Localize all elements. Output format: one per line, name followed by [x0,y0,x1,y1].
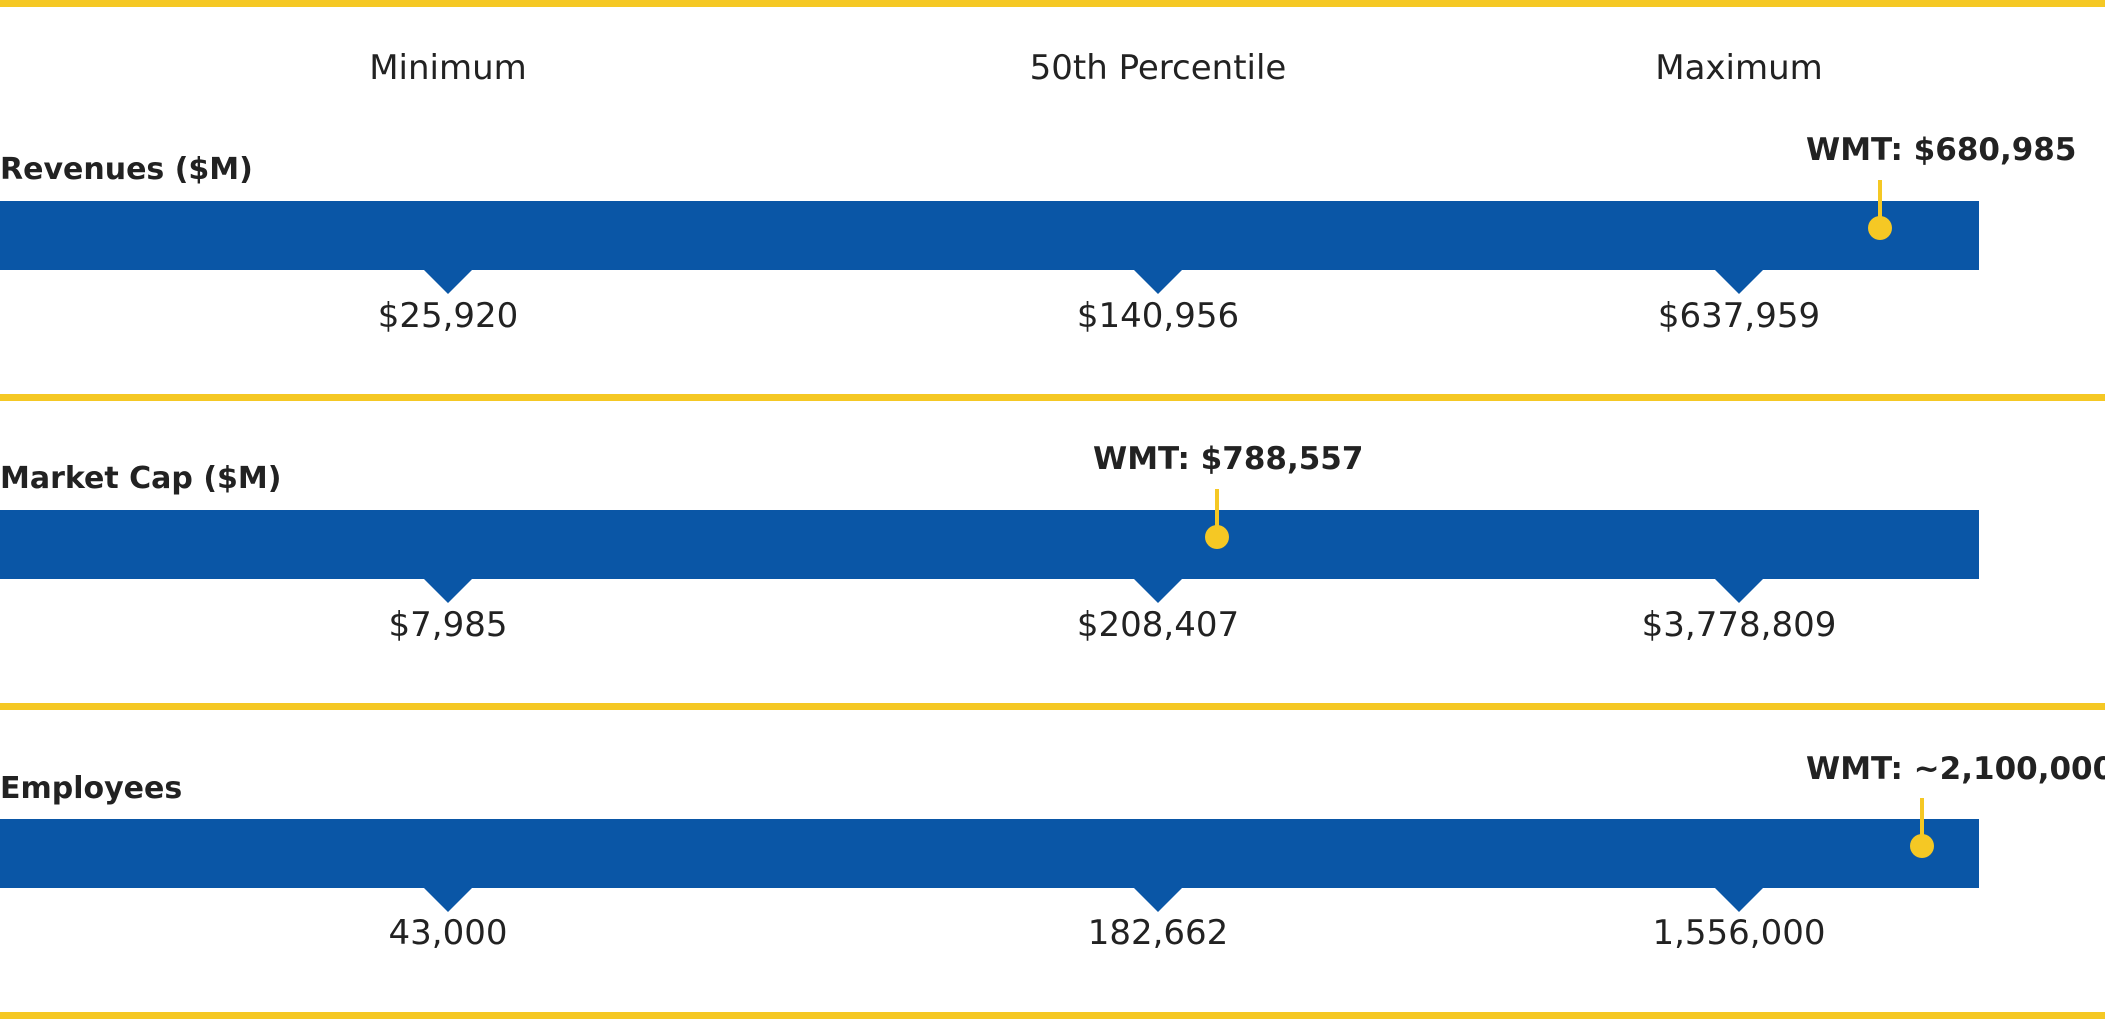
minimum-value: $7,985 [388,605,508,645]
row-divider [0,394,2105,401]
wmt-marker-dot [1205,525,1229,549]
maximum-value: 1,556,000 [1652,913,1826,953]
wmt-marker-stem [1920,798,1924,840]
wmt-marker-stem [1215,489,1219,531]
column-header-minimum: Minimum [369,48,527,88]
range-bar [0,510,1979,579]
maximum-notch [1715,579,1763,603]
row-divider [0,703,2105,710]
top-divider [0,0,2105,7]
row-label: Revenues ($M) [0,152,253,187]
median-value: $208,407 [1076,605,1240,645]
wmt-marker-stem [1878,180,1882,222]
row-label: Market Cap ($M) [0,461,282,496]
minimum-notch [424,579,472,603]
wmt-marker-dot [1868,216,1892,240]
minimum-value: $25,920 [377,296,519,336]
range-bar [0,819,1979,888]
median-notch [1134,888,1182,912]
range-bar [0,201,1979,270]
median-notch [1134,270,1182,294]
wmt-marker-label: WMT: $680,985 [1806,132,2077,168]
column-header-median: 50th Percentile [1029,48,1287,88]
maximum-notch [1715,270,1763,294]
bottom-divider [0,1012,2105,1019]
median-notch [1134,579,1182,603]
column-header-maximum: Maximum [1655,48,1823,88]
wmt-marker-label: WMT: $788,557 [1093,441,1364,477]
wmt-marker-label: WMT: ~2,100,000 [1806,751,2105,787]
median-value: $140,956 [1076,296,1240,336]
maximum-notch [1715,888,1763,912]
minimum-notch [424,270,472,294]
wmt-marker-dot [1910,834,1934,858]
minimum-value: 43,000 [388,913,508,953]
minimum-notch [424,888,472,912]
median-value: 182,662 [1087,913,1229,953]
row-label: Employees [0,771,183,806]
maximum-value: $3,778,809 [1641,605,1837,645]
maximum-value: $637,959 [1657,296,1821,336]
